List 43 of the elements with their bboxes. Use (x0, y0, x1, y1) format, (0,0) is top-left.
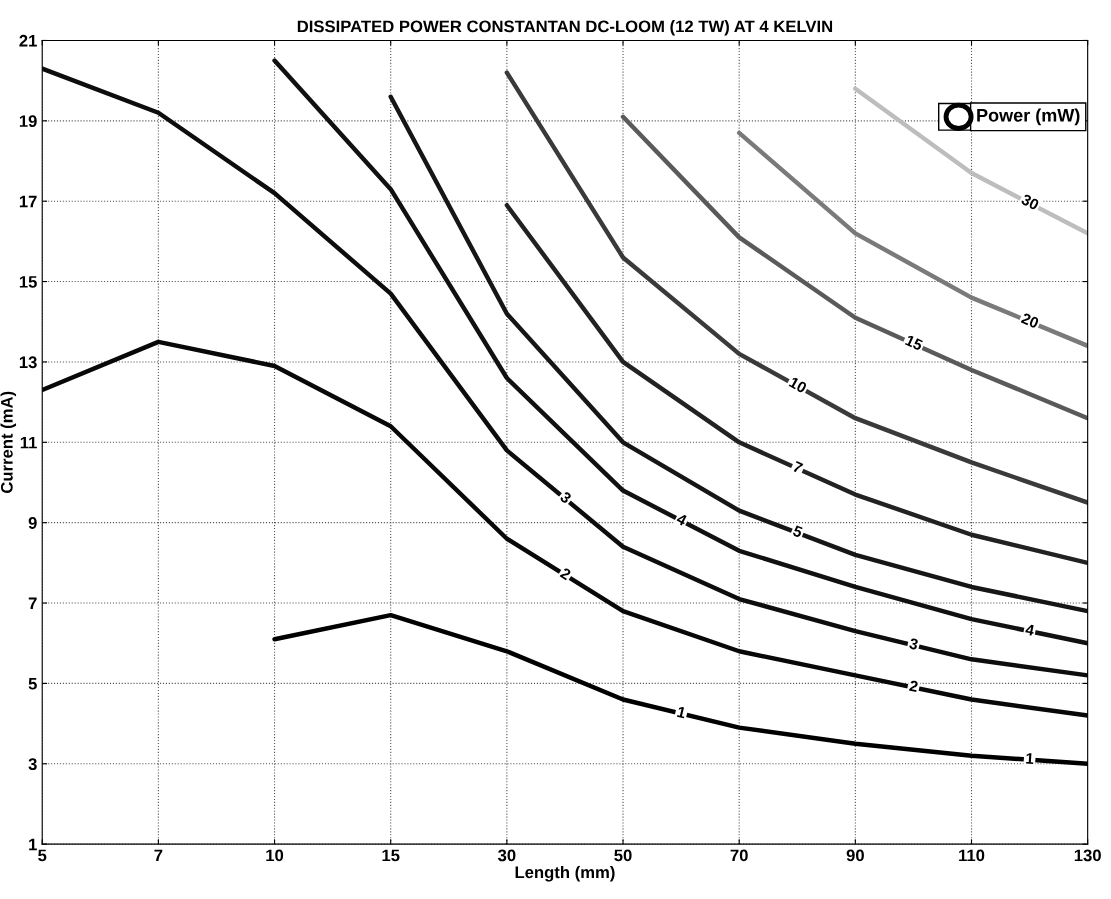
text: 30 (1020, 193, 1040, 211)
text: 4 (1024, 623, 1035, 636)
text: 15 (904, 334, 924, 351)
x-tick-label: 5 (38, 849, 47, 862)
y-tick-label: 9 (28, 517, 37, 529)
text: 5 (792, 525, 804, 538)
x-tick-label: 7 (154, 849, 163, 862)
x-tick-label: 30 (497, 849, 516, 862)
x-tick-label: 15 (382, 849, 400, 862)
x-tick-label: 110 (959, 849, 985, 862)
line-series (388, 94, 1088, 614)
text: 2 (559, 567, 572, 581)
text: 7 (792, 460, 804, 474)
y-tick-label: 21 (19, 34, 37, 47)
y-tick-label: 7 (28, 597, 37, 610)
y-tick-label: 3 (28, 758, 37, 771)
line-series (504, 70, 1088, 505)
text: 1 (676, 706, 687, 719)
y-tick-label: 17 (19, 195, 37, 208)
y-tick-label: 5 (28, 677, 37, 690)
x-tick-label: 90 (846, 849, 864, 862)
y-tick-label: 11 (20, 436, 37, 449)
text: 1 (1026, 753, 1034, 764)
x-tick-label: 10 (266, 849, 284, 862)
x-axis-title: Length (mm) (515, 865, 615, 882)
y-tick-label: 13 (19, 356, 37, 369)
text: 20 (1020, 312, 1040, 329)
text: 10 (788, 376, 808, 394)
x-tick-label: 130 (1074, 849, 1101, 862)
x-tick-label: 70 (730, 849, 748, 862)
text: 4 (675, 513, 688, 527)
line-series (736, 130, 1088, 349)
line-series (42, 66, 1088, 678)
y-tick-label: 1 (29, 838, 37, 851)
text: 2 (908, 680, 919, 693)
text: 3 (559, 490, 573, 505)
x-tick-label: 50 (614, 849, 632, 862)
chart-title: DISSIPATED POWER CONSTANTAN DC-LOOM (12 TW) AT 4 KELVIN (297, 20, 833, 36)
text: 3 (908, 637, 919, 651)
y-axis-title: Current (mA) (0, 391, 17, 494)
legend-title: Power (mW) (977, 108, 1080, 126)
y-tick-label: 19 (19, 115, 37, 128)
y-tick-label: 15 (19, 276, 37, 288)
